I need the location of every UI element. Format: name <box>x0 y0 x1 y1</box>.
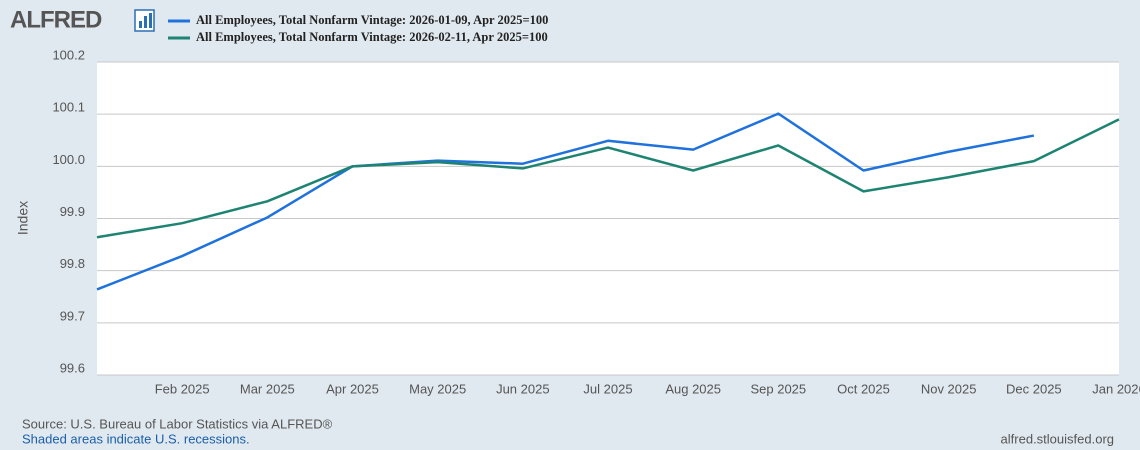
logo-icon <box>134 9 155 32</box>
x-tick-label: Jul 2025 <box>583 381 632 396</box>
x-tick-label: Dec 2025 <box>1006 381 1062 396</box>
x-tick-label: Oct 2025 <box>837 381 890 396</box>
legend-label: All Employees, Total Nonfarm Vintage: 20… <box>196 13 548 27</box>
x-tick-label: May 2025 <box>409 381 466 396</box>
y-axis-label: Index <box>15 201 31 235</box>
x-tick-label: Feb 2025 <box>155 381 210 396</box>
y-tick-label: 99.6 <box>60 360 85 375</box>
source: Source: U.S. Bureau of Labor Statistics … <box>22 416 333 431</box>
series-line <box>96 112 1035 291</box>
series-line <box>96 118 1120 239</box>
logo: ALFRED <box>10 6 102 33</box>
y-tick-label: 100.2 <box>52 47 85 62</box>
x-tick-label: Jan 2026 <box>1092 381 1140 396</box>
x-tick-label: Mar 2025 <box>240 381 295 396</box>
legend-label: All Employees, Total Nonfarm Vintage: 20… <box>196 30 548 44</box>
y-tick-label: 99.8 <box>60 256 85 271</box>
x-tick-label: Aug 2025 <box>665 381 721 396</box>
x-tick-label: Jun 2025 <box>496 381 550 396</box>
x-tick-label: Apr 2025 <box>326 381 379 396</box>
y-tick-label: 99.7 <box>60 308 85 323</box>
url[interactable]: alfred.stlouisfed.org <box>1001 431 1114 446</box>
y-tick-label: 100.1 <box>52 100 85 115</box>
x-tick-label: Nov 2025 <box>921 381 977 396</box>
recession-note[interactable]: Shaded areas indicate U.S. recessions. <box>22 431 250 446</box>
y-tick-label: 99.9 <box>60 204 85 219</box>
x-tick-label: Sep 2025 <box>750 381 806 396</box>
y-tick-label: 100.0 <box>52 152 85 167</box>
